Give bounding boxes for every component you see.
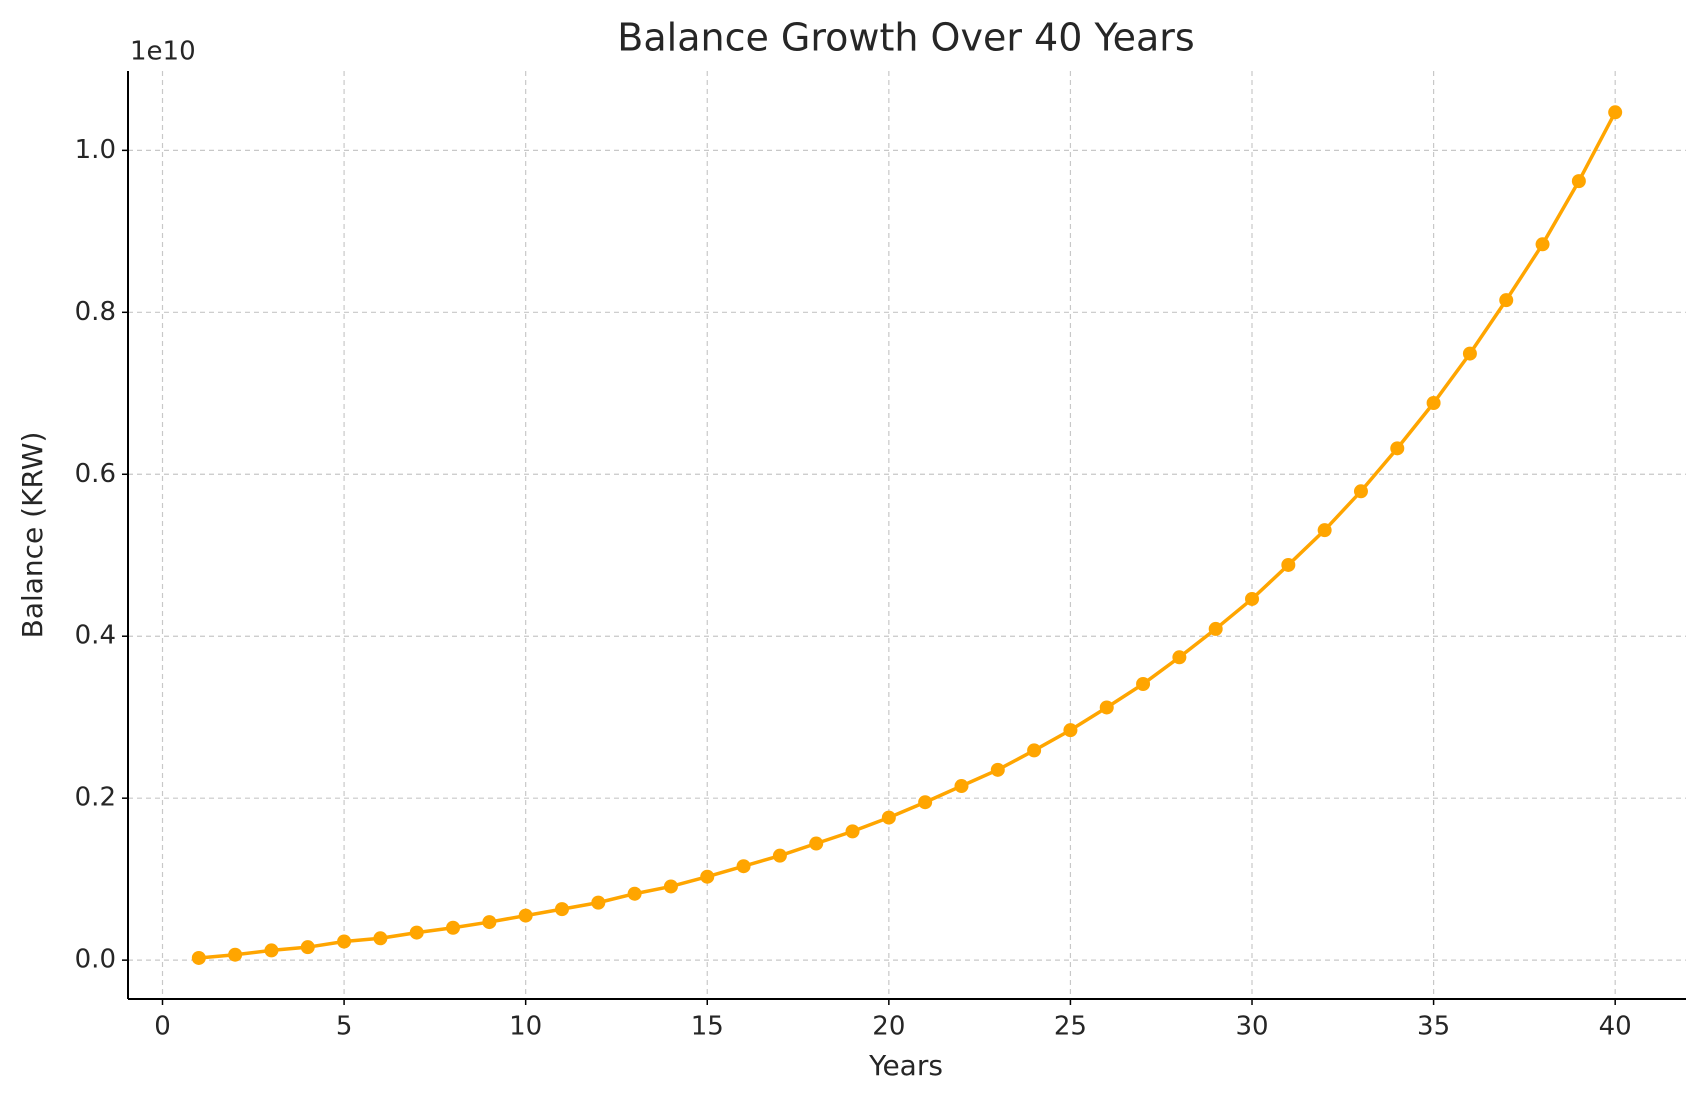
y-tick-label: 0.0 [75,945,116,975]
data-point [1535,237,1550,252]
data-point [736,859,751,874]
data-point [1099,700,1114,715]
y-tick-label: 0.2 [75,783,116,813]
data-point [663,879,678,894]
data-point [990,762,1005,777]
data-point [373,931,388,946]
data-point [337,934,352,949]
x-tick-label: 20 [872,1012,905,1042]
data-point [845,824,860,839]
data-point [627,886,642,901]
data-point [482,915,497,930]
data-point [1136,676,1151,691]
data-point [1462,346,1477,361]
data-point [1499,293,1514,308]
data-point [1172,650,1187,665]
x-tick-label: 35 [1417,1012,1450,1042]
y-tick-label: 0.8 [75,297,116,327]
data-point [1426,396,1441,411]
data-point [228,947,243,962]
x-tick-label: 5 [336,1012,353,1042]
data-point [409,925,424,940]
data-point [1608,105,1623,120]
x-tick-label: 10 [509,1012,542,1042]
data-point [1353,484,1368,499]
data-point [1208,621,1223,636]
x-tick-label: 15 [691,1012,724,1042]
data-point [1317,523,1332,538]
data-point [1063,723,1078,738]
data-line [198,111,1617,960]
x-tick-label: 40 [1599,1012,1632,1042]
data-point [300,940,315,955]
y-tick-label: 0.4 [75,621,116,651]
data-point [809,836,824,851]
data-point [954,779,969,794]
data-point [591,895,606,910]
data-point [1027,743,1042,758]
data-point [918,795,933,810]
data-point [191,950,206,965]
data-point [264,943,279,958]
x-axis-label: Years [868,1049,943,1082]
data-point [1390,441,1405,456]
x-tick-label: 30 [1235,1012,1268,1042]
data-point [446,920,461,935]
data-point [700,869,715,884]
data-point [772,848,787,863]
chart-title: Balance Growth Over 40 Years [617,16,1194,60]
y-axis-label: Balance (KRW) [16,432,49,639]
data-point [554,902,569,917]
data-point [518,908,533,923]
data-point [1281,557,1296,572]
x-tick-label: 25 [1054,1012,1087,1042]
y-tick-label: 0.6 [75,459,116,489]
y-offset-label: 1e10 [130,37,196,67]
data-point [1245,591,1260,606]
x-tick-label: 0 [154,1012,171,1042]
y-tick-label: 1.0 [75,135,116,165]
data-point [881,810,896,825]
data-point [1571,174,1586,189]
